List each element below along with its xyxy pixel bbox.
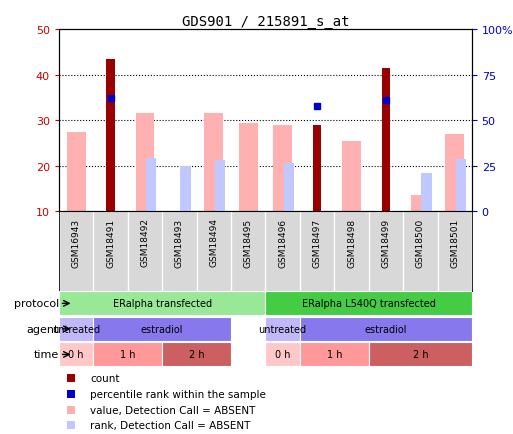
Bar xyxy=(300,317,472,341)
Bar xyxy=(93,342,162,367)
Bar xyxy=(93,317,231,341)
Text: GSM16943: GSM16943 xyxy=(72,218,81,267)
Text: time: time xyxy=(34,350,59,360)
Bar xyxy=(215,161,225,212)
Bar xyxy=(135,114,154,212)
Bar xyxy=(421,174,432,212)
Text: 0 h: 0 h xyxy=(275,350,290,360)
Bar xyxy=(67,132,86,212)
Bar xyxy=(445,135,464,212)
Text: GSM18498: GSM18498 xyxy=(347,218,356,267)
Text: GSM18493: GSM18493 xyxy=(175,218,184,267)
Bar xyxy=(313,125,322,212)
Text: GSM18500: GSM18500 xyxy=(416,218,425,267)
Text: GSM18499: GSM18499 xyxy=(382,218,390,267)
Text: GSM18496: GSM18496 xyxy=(278,218,287,267)
Text: GSM18491: GSM18491 xyxy=(106,218,115,267)
Bar xyxy=(300,342,369,367)
Text: GSM18492: GSM18492 xyxy=(141,218,149,267)
Bar xyxy=(265,292,472,316)
Bar xyxy=(342,141,361,212)
Text: 2 h: 2 h xyxy=(412,350,428,360)
Bar xyxy=(265,317,300,341)
Text: value, Detection Call = ABSENT: value, Detection Call = ABSENT xyxy=(90,405,255,415)
Bar xyxy=(204,114,223,212)
Bar xyxy=(369,342,472,367)
Text: GSM18501: GSM18501 xyxy=(450,218,459,267)
Bar xyxy=(181,166,191,212)
Text: protocol: protocol xyxy=(14,299,59,309)
Text: GSM18497: GSM18497 xyxy=(312,218,322,267)
Text: rank, Detection Call = ABSENT: rank, Detection Call = ABSENT xyxy=(90,420,250,430)
Bar xyxy=(382,69,390,212)
Bar xyxy=(59,317,93,341)
Bar xyxy=(284,164,294,212)
Bar xyxy=(411,196,430,212)
Text: percentile rank within the sample: percentile rank within the sample xyxy=(90,389,266,399)
Bar xyxy=(59,342,93,367)
Text: 0 h: 0 h xyxy=(68,350,84,360)
Text: 1 h: 1 h xyxy=(327,350,342,360)
Text: agent: agent xyxy=(27,324,59,334)
Text: 1 h: 1 h xyxy=(120,350,135,360)
Text: ERalpha transfected: ERalpha transfected xyxy=(113,299,212,309)
Bar xyxy=(456,160,466,212)
Bar xyxy=(273,125,292,212)
Text: GSM18494: GSM18494 xyxy=(209,218,219,267)
Bar xyxy=(106,60,115,212)
Text: untreated: untreated xyxy=(52,324,100,334)
Text: 2 h: 2 h xyxy=(189,350,205,360)
Bar xyxy=(239,123,258,212)
Text: estradiol: estradiol xyxy=(141,324,184,334)
Title: GDS901 / 215891_s_at: GDS901 / 215891_s_at xyxy=(182,15,349,30)
Text: GSM18495: GSM18495 xyxy=(244,218,253,267)
Bar xyxy=(265,342,300,367)
Bar xyxy=(162,342,231,367)
Text: count: count xyxy=(90,374,120,384)
Bar xyxy=(146,159,156,212)
Text: estradiol: estradiol xyxy=(365,324,407,334)
Bar xyxy=(59,292,266,316)
Text: untreated: untreated xyxy=(259,324,307,334)
Text: ERalpha L540Q transfected: ERalpha L540Q transfected xyxy=(302,299,436,309)
